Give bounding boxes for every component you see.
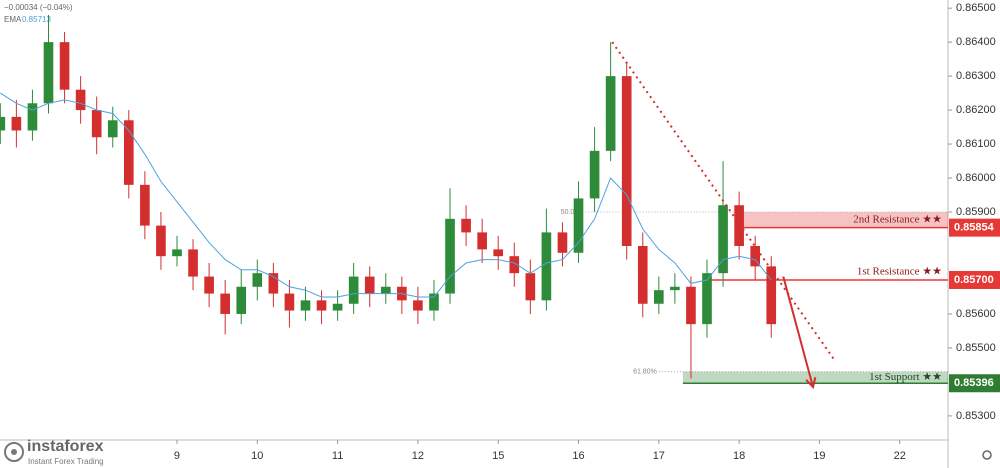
candle-body <box>573 198 584 253</box>
y-tick-label: 0.86200 <box>956 104 996 116</box>
y-tick-label: 0.85600 <box>956 308 996 320</box>
brand-tagline: Instant Forex Trading <box>28 457 104 466</box>
candle-body <box>107 120 118 138</box>
x-tick-label: 9 <box>174 450 180 462</box>
logo-icon <box>4 442 24 462</box>
candle-body <box>0 116 6 131</box>
logo-dot <box>11 449 17 455</box>
candle-body <box>172 249 182 257</box>
candle-body <box>477 232 487 250</box>
y-tick-label: 0.86300 <box>956 70 996 82</box>
candle-body <box>654 290 664 304</box>
candle-body <box>734 205 744 246</box>
price-tag-label: 0.85854 <box>954 222 995 234</box>
candle-body <box>525 273 536 301</box>
candle-body <box>59 42 70 90</box>
x-tick-label: 12 <box>412 450 424 462</box>
candle-body <box>621 76 632 246</box>
candle-body <box>493 249 504 257</box>
x-tick-label: 10 <box>251 450 263 462</box>
y-tick-label: 0.86500 <box>956 2 996 14</box>
candle-body <box>220 293 230 314</box>
candle-body <box>300 300 311 311</box>
price-tag <box>949 218 1000 237</box>
y-tick-label: 0.86400 <box>956 36 996 48</box>
candle-body <box>750 245 761 267</box>
trendline <box>611 41 837 363</box>
ema-label: EMA <box>4 15 22 24</box>
x-tick-label: 11 <box>332 450 343 462</box>
price-tag-label: 0.85396 <box>954 377 994 389</box>
candle-body <box>589 150 600 199</box>
ema-line <box>0 92 772 298</box>
candle-body <box>316 300 327 311</box>
fib-label: 61.80% <box>633 369 657 376</box>
candle-body <box>670 286 680 291</box>
candle-body <box>364 276 375 294</box>
candle-body <box>91 110 102 138</box>
candle-body <box>27 103 38 131</box>
candle-body <box>637 245 648 304</box>
price-tag <box>949 374 1000 393</box>
level-label: 1st Resistance ★★ <box>857 266 942 278</box>
candle-body <box>509 256 520 274</box>
level-label: 1st Support ★★ <box>869 371 942 383</box>
candle-body <box>429 293 439 311</box>
level-zone <box>739 212 948 228</box>
candle-body <box>380 286 391 294</box>
x-tick-label: 15 <box>492 450 504 462</box>
candle-body <box>43 42 54 104</box>
candle-body <box>204 276 214 294</box>
candle-body <box>686 286 696 325</box>
forecast-arrow <box>782 276 814 388</box>
candle-body <box>252 273 263 287</box>
y-tick-label: 0.86000 <box>956 172 996 184</box>
candle-body <box>75 89 86 111</box>
x-tick-label: 19 <box>813 450 825 462</box>
candle-body <box>348 276 359 304</box>
level-label: 2nd Resistance ★★ <box>853 213 942 225</box>
ema-value: 0.85713 <box>22 15 51 24</box>
candle-body <box>284 293 295 311</box>
brand-logo: instaforex Instant Forex Trading <box>4 438 104 466</box>
x-tick-label: 17 <box>653 450 665 462</box>
candle-body <box>188 249 198 277</box>
candle-body <box>140 184 150 226</box>
x-tick-label: 22 <box>894 450 906 462</box>
candle-body <box>236 286 247 314</box>
y-tick-label: 0.85300 <box>956 410 996 422</box>
candle-body <box>268 273 279 294</box>
candle-body <box>557 232 568 253</box>
y-tick-label: 0.86100 <box>956 138 996 150</box>
candle-body <box>123 120 134 185</box>
arrow-head <box>805 377 817 390</box>
candle-body <box>156 225 166 257</box>
candle-body <box>445 218 455 294</box>
candle-body <box>332 303 343 311</box>
x-tick-label: 16 <box>572 450 584 462</box>
price-tag <box>949 270 1000 289</box>
candle-body <box>541 232 552 301</box>
candle-body <box>461 218 471 233</box>
candle-body <box>702 273 712 325</box>
brand-name: instaforex <box>27 438 104 455</box>
candle-body <box>11 116 22 131</box>
candle-body <box>413 300 423 311</box>
candle-body <box>605 76 616 151</box>
change-text: −0.00034 (−0.04%) <box>4 3 73 12</box>
y-tick-label: 0.85500 <box>956 342 996 354</box>
price-tag-label: 0.85700 <box>954 274 994 286</box>
candle-body <box>718 205 728 274</box>
x-tick-label: 18 <box>733 450 745 462</box>
candle-body <box>766 266 777 325</box>
settings-icon[interactable] <box>982 450 992 460</box>
fib-label: 50.0% <box>561 209 581 216</box>
y-tick-label: 0.85900 <box>956 206 996 218</box>
